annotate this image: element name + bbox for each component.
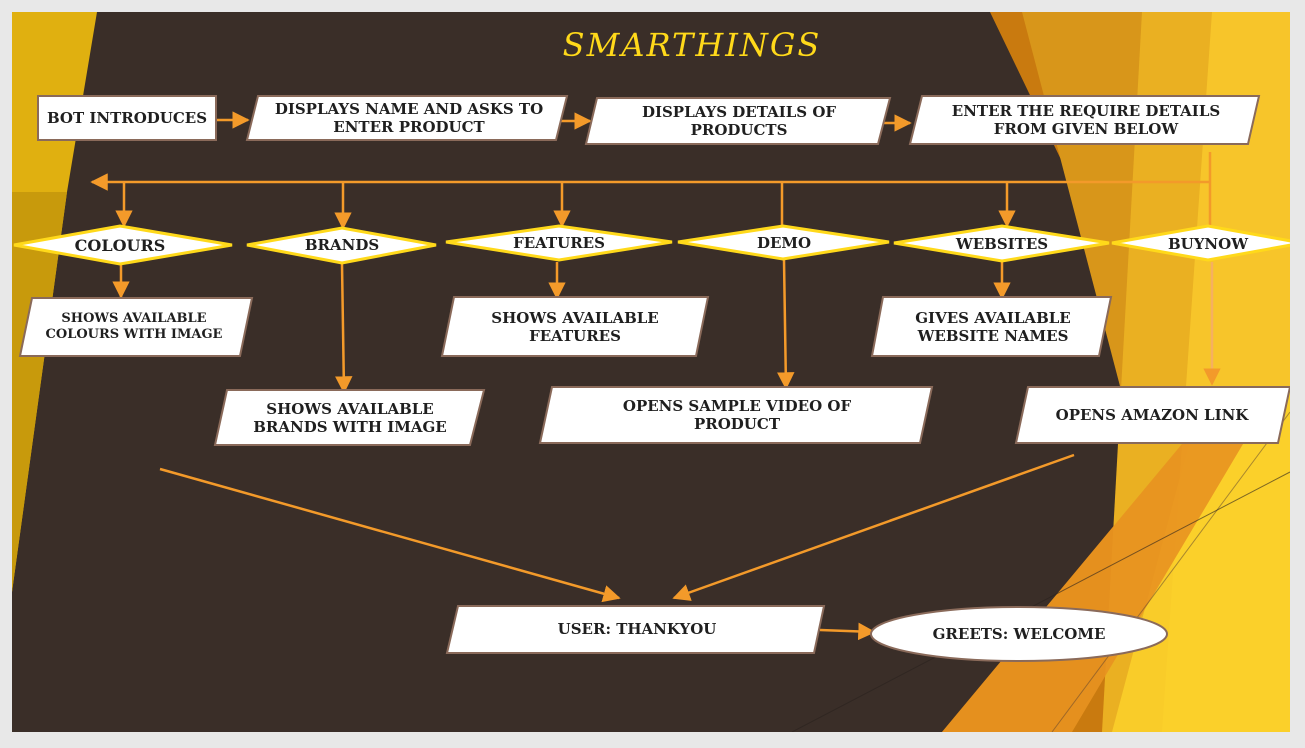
enter-details-label: ENTER THE REQUIRE DETAILS FROM GIVEN BEL… [951,102,1221,138]
shows-brands-label: SHOWS AVAILABLE BRANDS WITH IMAGE [253,400,447,436]
slide: SMARTHINGS BOT INTRODUCES DISPLAYS NAME … [12,12,1290,732]
gives-websites-label: GIVES AVAILABLE WEBSITE NAMES [915,309,1071,345]
gives-websites-box [870,296,1113,357]
websites-label: WEBSITES [955,235,1049,253]
slide-title: SMARTHINGS [562,26,822,64]
colours-label: COLOURS [74,236,166,256]
shows-features-label: SHOWS AVAILABLE FEATURES [491,309,659,345]
features-label: FEATURES [513,234,605,252]
features-diamond [445,224,673,262]
websites-diamond [893,224,1110,263]
shows-colours-box [18,297,254,357]
shows-brands-box [213,389,486,446]
colours-diamond [13,224,233,266]
connectors [90,111,1221,641]
buynow-diamond [1111,224,1290,262]
opens-video-box [538,386,934,444]
demo-label: DEMO [756,234,812,252]
bot-introduces-box [37,95,217,141]
displays-name-box [245,95,569,141]
demo-diamond [677,224,890,261]
enter-details-box [908,95,1261,145]
greets-welcome-ellipse [870,606,1168,662]
displays-name-label: DISPLAYS NAME AND ASKS TO ENTER PRODUCT [274,100,544,136]
user-thankyou-box [445,605,826,654]
user-thankyou-label: USER: THANKYOU [557,620,717,638]
displays-details-label: DISPLAYS DETAILS OF PRODUCTS [641,103,837,139]
brands-label: BRANDS [304,236,380,254]
shows-features-box [440,296,710,357]
opens-amazon-label: OPENS AMAZON LINK [1055,406,1249,424]
bot-introduces-label: BOT INTRODUCES [46,109,208,127]
greets-welcome-label: GREETS: WELCOME [932,625,1106,643]
shows-colours-label: SHOWS AVAILABLE COLOURS WITH IMAGE [45,311,223,342]
opens-video-label: OPENS SAMPLE VIDEO OF PRODUCT [622,397,852,433]
brands-diamond [246,226,437,265]
displays-details-box [584,97,892,145]
buynow-label: BUYNOW [1167,235,1249,253]
opens-amazon-box [1014,386,1290,444]
diagram-canvas [12,12,1290,732]
